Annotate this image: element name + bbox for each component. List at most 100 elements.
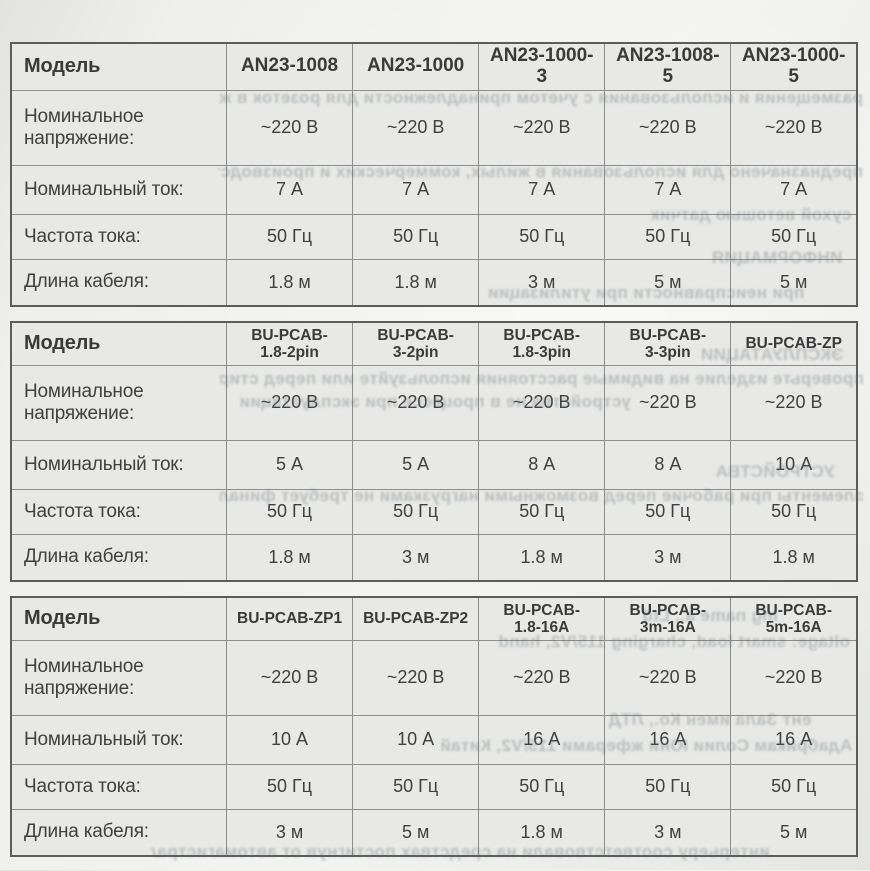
spec-value-cell: 50 Гц	[225, 763, 354, 810]
spec-label-cell: Номинальное напряжение:	[10, 89, 227, 166]
spec-value-cell: 7 А	[730, 164, 858, 215]
spec-value-cell: 50 Гц	[730, 213, 858, 260]
spec-value-cell: 50 Гц	[730, 488, 858, 535]
spec-value-cell: 1.8 м	[730, 533, 858, 582]
spec-value-cell: 50 Гц	[352, 213, 480, 260]
spec-row: Номинальное напряжение: ~220 В ~220 В ~220 …	[10, 89, 858, 166]
spec-value-cell: ~220 В	[225, 639, 354, 716]
spec-value-cell: 50 Гц	[604, 488, 732, 535]
spec-label-cell: Длина кабеля:	[10, 533, 227, 582]
model-name-cell: BU-PCAB- 1.8-2pin	[225, 321, 354, 366]
spec-value-cell: 10 А	[352, 714, 480, 765]
spec-table-1: Модель AN23-1008 AN23-1000 AN23-1000-3 AN23-…	[10, 42, 858, 307]
model-header-row: Модель BU-PCAB-ZP1 BU-PCAB-ZP2 BU-PCAB- 1.8…	[10, 596, 858, 641]
spec-row: Номинальное напряжение: ~220 В ~220 В ~220 …	[10, 639, 858, 716]
spec-value-cell: ~220 В	[730, 639, 858, 716]
spec-row: Частота тока: 50 Гц 50 Гц 50 Гц 50 Гц 50 Гц	[10, 763, 858, 810]
spec-value-cell: ~220 В	[478, 89, 606, 166]
model-name-cell: BU-PCAB- 3-3pin	[604, 321, 732, 366]
spec-label-cell: Частота тока:	[10, 488, 227, 535]
spec-row: Номинальный ток: 10 А 10 А 16 А 16 А 16 А	[10, 714, 858, 765]
spec-label-cell: Номинальное напряжение:	[10, 639, 227, 716]
spec-value-cell: 1.8 м	[225, 258, 354, 307]
spec-value-cell: ~220 В	[225, 364, 354, 441]
spec-value-cell: 50 Гц	[604, 213, 732, 260]
spec-value-cell: 5 м	[604, 258, 732, 307]
model-header-row: Модель AN23-1008 AN23-1000 AN23-1000-3 AN23-…	[10, 42, 858, 91]
spec-row: Номинальное напряжение: ~220 В ~220 В ~220 …	[10, 364, 858, 441]
model-name-cell: AN23-1008	[225, 42, 354, 91]
spec-value-cell: 50 Гц	[352, 488, 480, 535]
spec-label-cell: Частота тока:	[10, 763, 227, 810]
spec-value-cell: 3 м	[352, 533, 480, 582]
model-name-cell: BU-PCAB- 1.8-16A	[478, 596, 606, 641]
spec-row: Частота тока: 50 Гц 50 Гц 50 Гц 50 Гц 50 Гц	[10, 213, 858, 260]
spec-value-cell: ~220 В	[604, 364, 732, 441]
spec-value-cell: ~220 В	[225, 89, 354, 166]
spec-label-cell: Номинальный ток:	[10, 164, 227, 215]
spec-label-cell: Номинальное напряжение:	[10, 364, 227, 441]
spec-value-cell: 50 Гц	[604, 763, 732, 810]
spec-value-cell: ~220 В	[730, 89, 858, 166]
spec-label-cell: Номинальный ток:	[10, 714, 227, 765]
model-name-cell: AN23-1000-5	[730, 42, 858, 91]
spec-value-cell: ~220 В	[730, 364, 858, 441]
spec-label-cell: Частота тока:	[10, 213, 227, 260]
spec-value-cell: ~220 В	[352, 639, 480, 716]
spec-value-cell: 5 А	[225, 439, 354, 490]
spec-table-3: Модель BU-PCAB-ZP1 BU-PCAB-ZP2 BU-PCAB- 1.8…	[10, 595, 858, 857]
spec-value-cell: 10 А	[225, 714, 354, 765]
spec-value-cell: 50 Гц	[478, 213, 606, 260]
model-name-cell: AN23-1000-3	[478, 42, 606, 91]
model-name-cell: BU-PCAB-ZP	[730, 321, 858, 366]
spec-value-cell: 3 м	[604, 533, 732, 582]
model-name-cell: BU-PCAB- 1.8-3pin	[478, 321, 606, 366]
spec-value-cell: 8 А	[478, 439, 606, 490]
spec-value-cell: 1.8 м	[225, 533, 354, 582]
spec-label-cell: Номинальный ток:	[10, 439, 227, 490]
spec-value-cell: 1.8 м	[352, 258, 480, 307]
spec-table-2: Модель BU-PCAB- 1.8-2pin BU-PCAB- 3-2pin BU…	[10, 320, 858, 582]
model-name-cell: BU-PCAB-ZP1	[225, 596, 354, 641]
spec-value-cell: 16 А	[478, 714, 606, 765]
spec-label-cell: Длина кабеля:	[10, 808, 227, 857]
model-name-cell: AN23-1008-5	[604, 42, 732, 91]
spec-label-cell: Длина кабеля:	[10, 258, 227, 307]
spec-value-cell: 5 А	[352, 439, 480, 490]
spec-value-cell: 7 А	[225, 164, 354, 215]
spec-value-cell: 3 м	[225, 808, 354, 857]
spec-value-cell: 1.8 м	[478, 533, 606, 582]
spec-value-cell: ~220 В	[478, 639, 606, 716]
spec-value-cell: 7 А	[352, 164, 480, 215]
spec-value-cell: 5 м	[730, 808, 858, 857]
spec-value-cell: 50 Гц	[225, 488, 354, 535]
spec-value-cell: 50 Гц	[478, 763, 606, 810]
spec-value-cell: 10 А	[730, 439, 858, 490]
spec-value-cell: 3 м	[604, 808, 732, 857]
spec-value-cell: 50 Гц	[478, 488, 606, 535]
spec-value-cell: 16 А	[604, 714, 732, 765]
spec-value-cell: 5 м	[352, 808, 480, 857]
model-column-label: Модель	[10, 42, 227, 91]
spec-value-cell: 50 Гц	[730, 763, 858, 810]
model-name-cell: AN23-1000	[352, 42, 480, 91]
model-name-cell: BU-PCAB- 3m-16A	[604, 596, 732, 641]
spec-value-cell: 5 м	[730, 258, 858, 307]
spec-value-cell: ~220 В	[604, 89, 732, 166]
spec-value-cell: 1.8 м	[478, 808, 606, 857]
spec-value-cell: 16 А	[730, 714, 858, 765]
spec-value-cell: 8 А	[604, 439, 732, 490]
spec-value-cell: 7 А	[478, 164, 606, 215]
spec-tables-container: Модель AN23-1008 AN23-1000 AN23-1000-3 AN23-…	[10, 42, 858, 871]
spec-value-cell: ~220 В	[352, 364, 480, 441]
spec-value-cell: ~220 В	[604, 639, 732, 716]
spec-value-cell: 50 Гц	[225, 213, 354, 260]
spec-value-cell: 50 Гц	[352, 763, 480, 810]
model-column-label: Модель	[10, 321, 227, 366]
spec-value-cell: 7 А	[604, 164, 732, 215]
model-name-cell: BU-PCAB- 5m-16A	[730, 596, 858, 641]
